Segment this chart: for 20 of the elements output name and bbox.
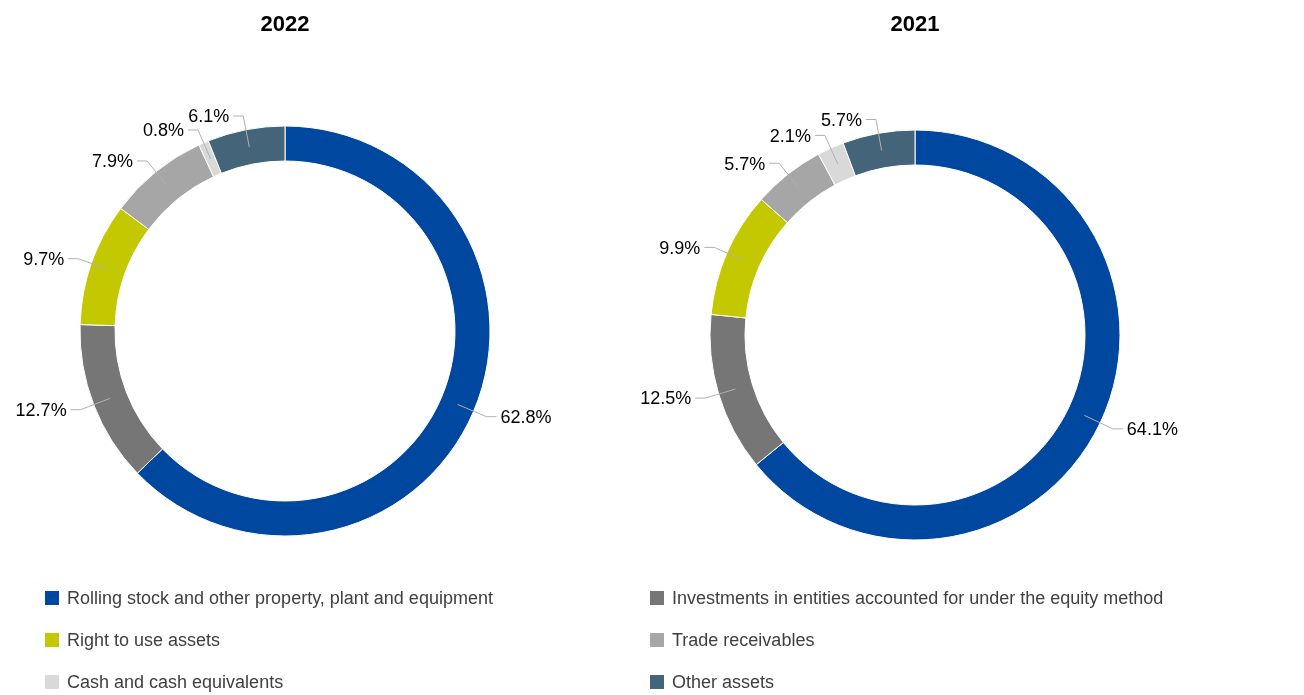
legend-label: Trade receivables bbox=[672, 630, 815, 651]
data-label: 62.8% bbox=[500, 407, 552, 428]
data-label: 12.5% bbox=[640, 388, 692, 409]
legend-label: Other assets bbox=[672, 672, 775, 693]
chart-title: 2021 bbox=[890, 11, 940, 36]
data-label: 6.1% bbox=[188, 106, 230, 127]
legend-label: Cash and cash equivalents bbox=[67, 672, 284, 693]
data-label: 12.7% bbox=[15, 400, 67, 420]
data-label: 2.1% bbox=[769, 125, 811, 146]
legend-label: Rolling stock and other property, plant and equipment bbox=[67, 588, 493, 609]
data-label: 64.1% bbox=[1126, 419, 1178, 440]
data-label: 5.7% bbox=[724, 153, 766, 174]
chart-title: 2022 bbox=[260, 11, 310, 36]
data-label: 9.9% bbox=[659, 237, 701, 258]
data-label: 7.9% bbox=[91, 151, 133, 172]
legend-label: Investments in entities accounted for under the equity method bbox=[672, 588, 1164, 609]
data-label: 9.7% bbox=[23, 249, 65, 270]
data-label: 5.7% bbox=[820, 109, 862, 130]
legend-label: Right to use assets bbox=[67, 630, 221, 651]
data-label: 0.8% bbox=[142, 120, 185, 141]
